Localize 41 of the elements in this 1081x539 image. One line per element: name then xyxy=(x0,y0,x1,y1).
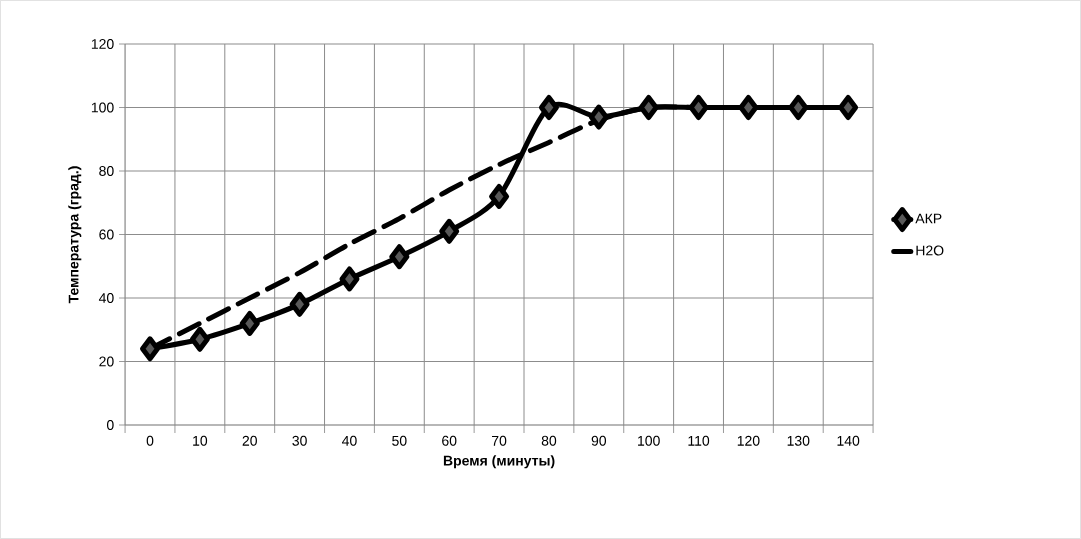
point xyxy=(788,95,809,120)
legend-label: АКР xyxy=(915,213,942,224)
x-tick-label: 110 xyxy=(688,435,710,446)
point xyxy=(489,183,510,209)
point xyxy=(439,218,460,244)
y-tick-label: 40 xyxy=(98,293,114,303)
point xyxy=(239,310,260,336)
point xyxy=(140,336,160,362)
x-tick-label: 70 xyxy=(492,435,507,446)
x-tick-label: 40 xyxy=(342,435,357,446)
point xyxy=(638,95,659,120)
x-tick-label: 10 xyxy=(193,435,208,446)
y-tick-label: 120 xyxy=(91,39,114,49)
x-axis-title: Время (минуты) xyxy=(443,455,555,469)
x-tick-label: 120 xyxy=(737,435,760,446)
x-tick-label: 130 xyxy=(787,435,810,446)
point xyxy=(688,95,709,120)
x-tick-label: 80 xyxy=(541,435,557,446)
x-tick-label: 100 xyxy=(638,435,660,446)
point xyxy=(838,95,859,120)
point xyxy=(339,266,360,292)
y-tick-label: 80 xyxy=(99,166,114,176)
point xyxy=(738,95,759,120)
y-tick-label: 60 xyxy=(99,229,114,240)
x-tick-label: 60 xyxy=(442,435,457,446)
point xyxy=(389,244,410,270)
point xyxy=(289,291,310,317)
x-tick-label: 20 xyxy=(242,435,257,446)
x-tick-label: 90 xyxy=(591,435,607,446)
point xyxy=(588,104,609,130)
point xyxy=(189,326,210,352)
legend-label: H2O xyxy=(916,245,944,256)
y-tick-label: 0 xyxy=(106,420,114,430)
y-tick-label: 100 xyxy=(91,102,114,113)
x-tick-label: 50 xyxy=(392,435,407,446)
y-axis-title: Температура (град.) xyxy=(68,166,82,304)
x-tick-label: 0 xyxy=(146,435,154,446)
x-tick-label: 140 xyxy=(837,435,860,446)
x-tick-label: 30 xyxy=(292,435,307,446)
point xyxy=(538,95,559,120)
y-tick-label: 20 xyxy=(99,356,114,367)
